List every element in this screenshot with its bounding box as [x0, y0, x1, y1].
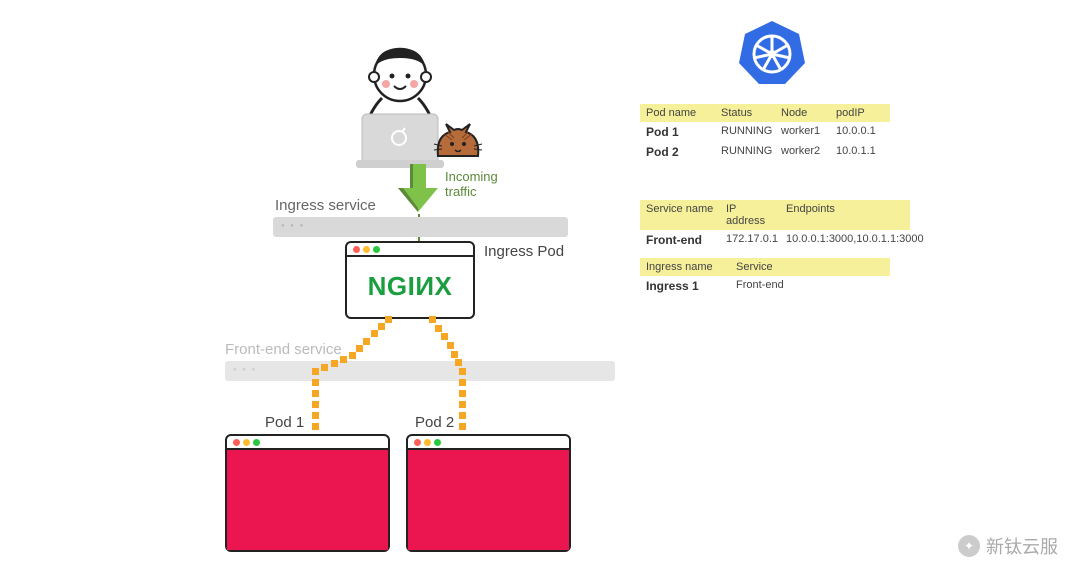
pod1-label: Pod 1 — [265, 414, 304, 431]
nginx-logo: NGIИX — [355, 267, 465, 307]
pod2-window — [406, 434, 571, 552]
ingress-service-bar: ● ● ● — [273, 217, 568, 237]
pod-table: Pod nameStatusNodepodIPPod 1RUNNINGworke… — [640, 104, 890, 162]
wechat-icon: ✦ — [958, 535, 980, 557]
ingress-service-label: Ingress service — [275, 197, 376, 214]
nginx-window: NGIИX — [345, 241, 475, 319]
pod2-label: Pod 2 — [415, 414, 454, 431]
incoming-traffic-label: Incoming traffic — [445, 170, 498, 200]
incoming-arrow — [395, 164, 441, 216]
ingress-pod-label: Ingress Pod — [484, 243, 564, 260]
svg-text:NGIИX: NGIИX — [368, 271, 453, 301]
pod1-window — [225, 434, 390, 552]
watermark: ✦ 新钛云服 — [958, 533, 1058, 559]
user-illustration — [330, 40, 490, 180]
kubernetes-logo — [737, 18, 807, 88]
ingress-table: Ingress nameServiceIngress 1Front-end — [640, 258, 890, 296]
frontend-service-label: Front-end service — [225, 341, 342, 358]
service-table: Service nameIP addressEndpointsFront-end… — [640, 200, 910, 250]
frontend-service-bar: ● ● ● — [225, 361, 615, 381]
